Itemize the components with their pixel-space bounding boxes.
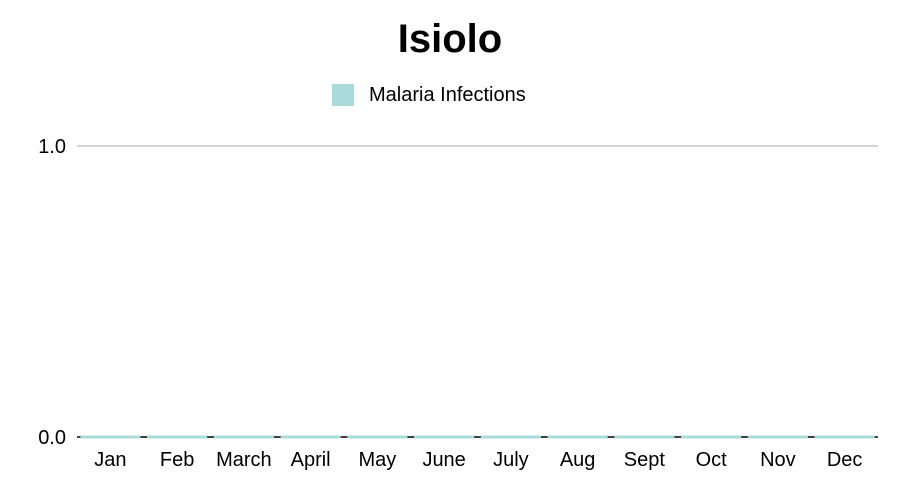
x-tick-label-oct: Oct xyxy=(696,449,728,471)
legend-swatch-malaria-infections xyxy=(332,84,354,106)
x-tick-label-aug: Aug xyxy=(560,449,596,471)
bar-dec xyxy=(814,435,875,439)
y-tick-label-1-0: 1.0 xyxy=(38,136,66,158)
x-tick-label-nov: Nov xyxy=(760,449,796,471)
bar-july xyxy=(480,435,541,439)
bar-jan xyxy=(80,435,141,439)
bars xyxy=(80,435,875,439)
bar-aug xyxy=(547,435,608,439)
bar-nov xyxy=(747,435,808,439)
bar-may xyxy=(347,435,408,439)
x-tick-label-april: April xyxy=(291,449,331,471)
x-tick-label-march: March xyxy=(216,449,272,471)
x-tick-label-june: June xyxy=(422,449,465,471)
x-tick-label-dec: Dec xyxy=(827,449,863,471)
bar-oct xyxy=(681,435,742,439)
x-tick-label-july: July xyxy=(493,449,529,471)
bar-april xyxy=(280,435,341,439)
bar-june xyxy=(414,435,475,439)
bar-feb xyxy=(147,435,208,439)
bar-march xyxy=(213,435,274,439)
legend: Malaria Infections xyxy=(332,84,526,106)
x-tick-label-may: May xyxy=(358,449,396,471)
legend-label-malaria-infections: Malaria Infections xyxy=(369,84,526,106)
gridlines xyxy=(77,145,878,438)
y-tick-label-0-0: 0.0 xyxy=(38,427,66,449)
y-axis-ticks: 0.0 1.0 xyxy=(38,136,66,449)
x-tick-label-sept: Sept xyxy=(624,449,666,471)
chart-title: Isiolo xyxy=(398,17,502,61)
x-tick-label-jan: Jan xyxy=(94,449,126,471)
bar-sept xyxy=(614,435,675,439)
x-tick-label-feb: Feb xyxy=(160,449,194,471)
x-axis-ticks: Jan Feb March April May June July Aug Sept Oct Nov… xyxy=(94,449,862,471)
